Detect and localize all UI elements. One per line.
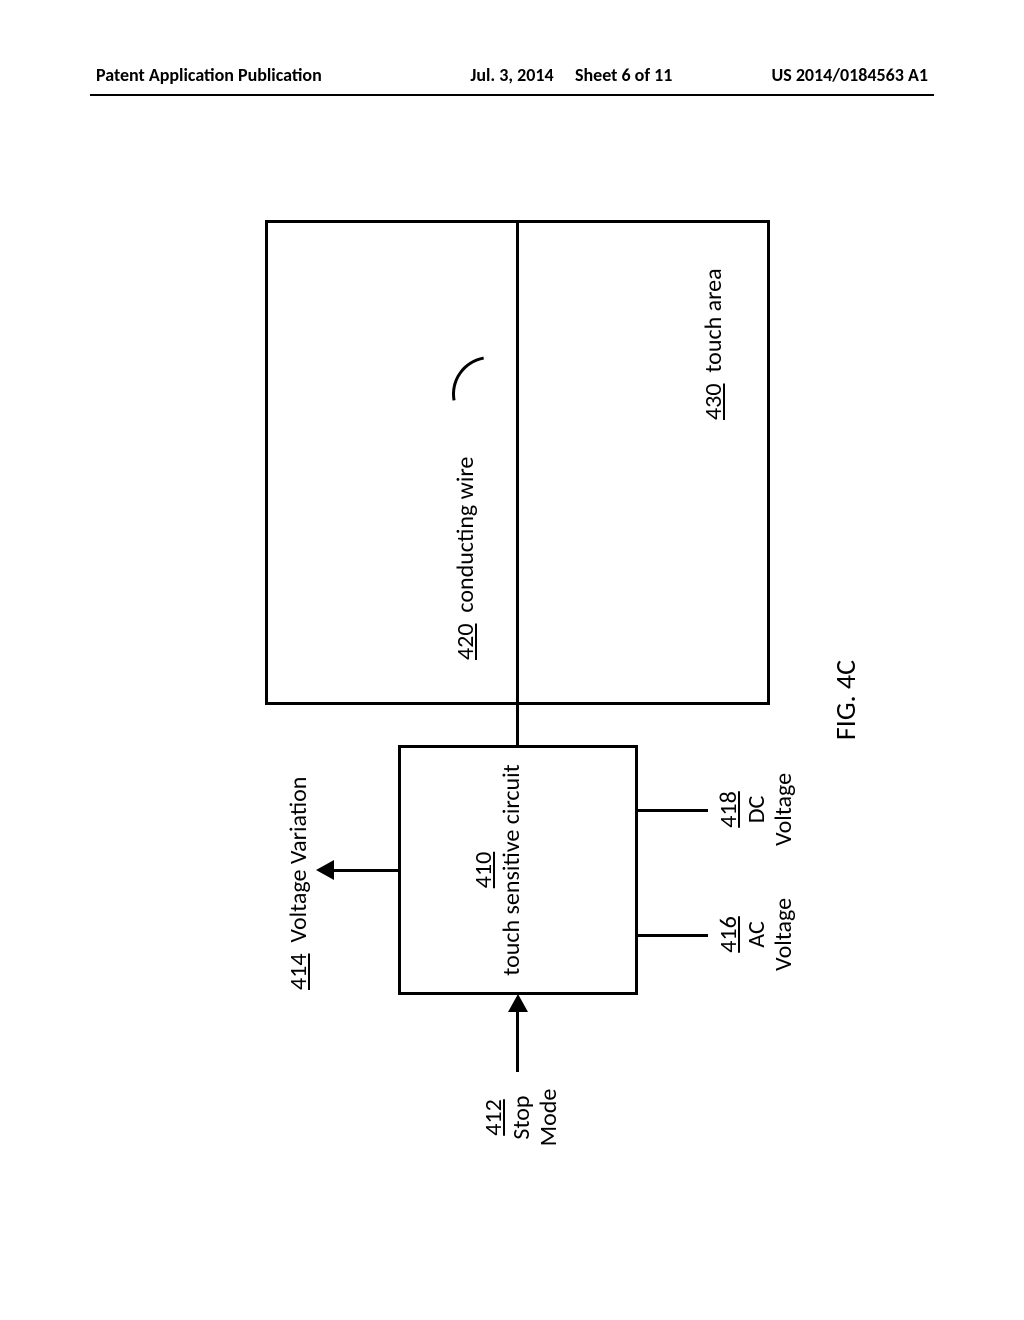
header-sheet: Sheet 6 of 11 — [575, 64, 672, 86]
page-header: Patent Application Publication Jul. 3, 2… — [0, 64, 1024, 94]
header-rule — [90, 94, 934, 96]
ref-418-voltage: Voltage — [769, 773, 798, 846]
ref-414-num: 414 — [284, 954, 313, 991]
page: Patent Application Publication Jul. 3, 2… — [0, 0, 1024, 1320]
ref-416-voltage: Voltage — [769, 898, 798, 971]
ref-418-num: 418 — [714, 791, 743, 828]
figure-4c: 410 touch sensitive circuit 420 conducti… — [130, 220, 890, 1160]
ref-420-num: 420 — [451, 624, 480, 661]
dc-voltage-line — [638, 809, 708, 812]
ref-414-text: Voltage Variation — [284, 777, 313, 943]
figure-title: FIG. 4C — [830, 620, 862, 780]
figure-title-text: FIG. 4C — [828, 660, 863, 740]
header-pubno: US 2014/0184563 A1 — [771, 64, 928, 86]
ref-416: 416 AC Voltage — [715, 887, 798, 982]
ref-414: 414 Voltage Variation — [285, 730, 313, 990]
ref-430-num: 430 — [699, 384, 728, 421]
ref-430: 430 touch area — [700, 230, 728, 420]
ref-410-num: 410 — [469, 852, 498, 889]
ref-420: 420 conducting wire — [452, 430, 480, 660]
stop-mode-arrow-head — [508, 994, 528, 1012]
ref-420-text — [451, 613, 480, 618]
ref-418: 418 DC Voltage — [715, 762, 798, 857]
figure-canvas: 410 touch sensitive circuit 420 conducti… — [130, 220, 890, 1160]
ref-418-dc: DC — [742, 796, 771, 824]
ac-voltage-line — [638, 934, 708, 937]
ref-416-num: 416 — [714, 916, 743, 953]
stop-mode-arrow-shaft — [516, 1010, 519, 1072]
conducting-wire — [516, 220, 519, 745]
ref-420-text2: conducting wire — [451, 457, 480, 613]
ref-412: 412 Stop Mode — [480, 1075, 563, 1160]
header-left: Patent Application Publication — [96, 64, 322, 86]
ref-430-text: touch area — [699, 268, 728, 372]
header-date: Jul. 3, 2014 — [470, 64, 553, 86]
ref-412-mode: Mode — [534, 1089, 563, 1147]
ref-410-text: touch sensitive circuit — [497, 764, 526, 975]
ref-412-num: 412 — [479, 1099, 508, 1136]
ref-412-stop: Stop — [507, 1095, 536, 1139]
voltage-variation-arrow-shaft — [333, 869, 398, 872]
voltage-variation-arrow-head — [316, 860, 334, 880]
ref-416-ac: AC — [742, 921, 771, 948]
ref-410: 410 touch sensitive circuit — [470, 745, 525, 995]
